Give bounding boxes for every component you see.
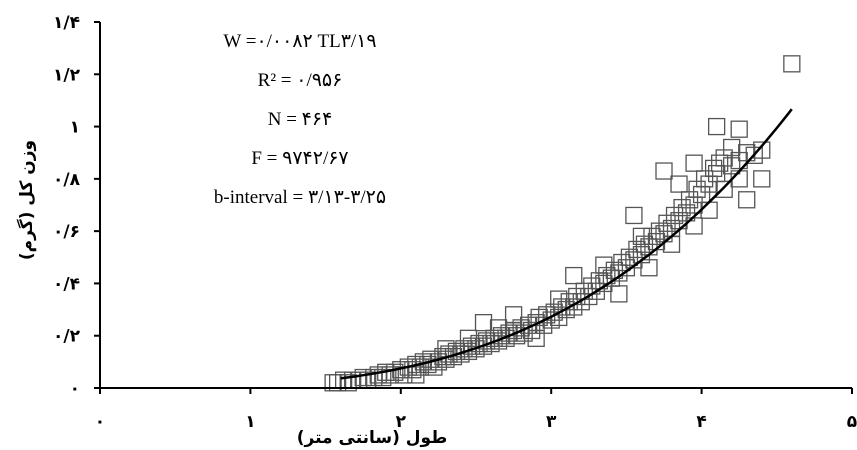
data-point: [783, 55, 801, 73]
data-point: [640, 259, 658, 277]
y-axis-title: وزن کل (گرم): [16, 140, 37, 260]
y-tick-label: ۰/۸: [53, 170, 81, 190]
x-tick-label: ۴: [696, 412, 706, 432]
stat-line: F = ۹۷۴۲/۶۷: [251, 148, 348, 169]
y-tick-label: ۰/۴: [53, 274, 80, 294]
data-point: [685, 154, 703, 172]
data-point: [328, 374, 347, 392]
y-tick-label: ۱: [70, 118, 80, 138]
data-point: [753, 141, 771, 159]
stat-line: W =۰/۰۰۸۲ TL۳/۱۹: [223, 31, 376, 52]
data-point: [715, 180, 733, 198]
fit-curve: [340, 108, 793, 380]
data-point: [707, 117, 726, 136]
data-point: [753, 170, 771, 188]
y-tick-label: ۰/۶: [53, 222, 80, 242]
data-point: [738, 191, 756, 209]
data-point: [704, 159, 723, 178]
y-axis-ticks: ۰ ۰/۲ ۰/۴ ۰/۶ ۰/۸ ۱ ۱/۲ ۱/۴: [53, 13, 100, 399]
data-point: [695, 170, 714, 188]
data-point: [565, 266, 583, 285]
x-tick-label: ۳: [546, 412, 557, 432]
data-point: [504, 306, 523, 324]
data-point: [459, 329, 478, 347]
data-point: [723, 138, 741, 157]
y-tick-label: ۱/۲: [53, 65, 81, 85]
stat-line: N = ۴۶۴: [268, 109, 333, 130]
data-point: [550, 290, 568, 308]
data-point: [407, 366, 425, 384]
y-tick-label: ۱/۴: [53, 13, 80, 33]
x-tick-label: ۰: [95, 412, 105, 432]
data-points: [324, 55, 801, 392]
data-point: [610, 285, 628, 303]
stat-line: R² = ۰/۹۵۶: [258, 70, 343, 91]
data-point: [527, 329, 545, 347]
x-tick-label: ۵: [847, 412, 857, 432]
data-point: [655, 162, 673, 180]
data-point: [730, 120, 748, 138]
data-point: [595, 256, 613, 274]
x-tick-label: ۲: [396, 412, 407, 432]
x-axis-title: طول (سانتی متر): [297, 428, 447, 448]
y-tick-label: ۰: [70, 379, 80, 399]
x-axis-ticks: ۰ ۱ ۲ ۳ ۴ ۵: [95, 388, 857, 432]
data-point: [474, 313, 493, 332]
data-point: [381, 366, 399, 384]
data-point: [489, 319, 508, 337]
data-point: [632, 227, 651, 246]
stat-line: b-interval = ۳/۱۳-۳/۲۵: [214, 187, 386, 208]
regression-stats: W =۰/۰۰۸۲ TL۳/۱۹ R² = ۰/۹۵۶ N = ۴۶۴ F = ۹۷۴…: [214, 31, 386, 208]
data-point: [670, 175, 688, 193]
x-tick-label: ۱: [245, 412, 255, 432]
data-point: [339, 374, 357, 392]
data-point: [700, 201, 718, 219]
y-tick-label: ۰/۲: [53, 327, 81, 347]
data-point: [625, 206, 643, 225]
data-point: [710, 154, 729, 172]
